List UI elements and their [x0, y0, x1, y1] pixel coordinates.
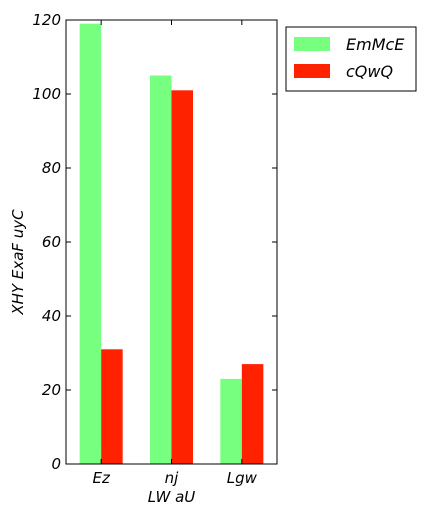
bar-cQwQ-Ez [101, 349, 123, 464]
bar-cQwQ-nj [171, 90, 193, 465]
y-tick-label: 40 [42, 307, 61, 325]
x-axis-title: LW aU [148, 488, 196, 506]
y-tick-label: 60 [42, 233, 61, 251]
y-tick-label: 20 [42, 381, 61, 399]
x-tick-label: Lgw [227, 469, 258, 487]
legend-label-EmMcE: EmMcE [346, 35, 405, 54]
x-tick-label: nj [165, 469, 180, 487]
y-tick-label: 120 [32, 11, 61, 29]
legend: EmMcE cQwQ [285, 26, 417, 92]
legend-swatch-cQwQ [294, 64, 330, 78]
bar-EmMcE-Lgw [220, 378, 242, 464]
bar-EmMcE-nj [150, 75, 172, 464]
y-tick-label: 0 [51, 455, 61, 473]
legend-label-cQwQ: cQwQ [346, 62, 393, 81]
axes-layer: 0 20 40 60 80 100 120 Ez nj Lgw LW aU XHY ExaF uyC [9, 11, 278, 506]
y-tick-label: 100 [32, 85, 61, 103]
bar-cQwQ-Lgw [241, 364, 264, 464]
bars-layer [79, 23, 264, 465]
bar-EmMcE-Ez [79, 23, 102, 464]
y-tick-label: 80 [42, 159, 61, 177]
x-tick-label: Ez [92, 469, 110, 487]
y-axis-title: XHY ExaF uyC [9, 209, 27, 316]
legend-swatch-EmMcE [294, 37, 330, 51]
